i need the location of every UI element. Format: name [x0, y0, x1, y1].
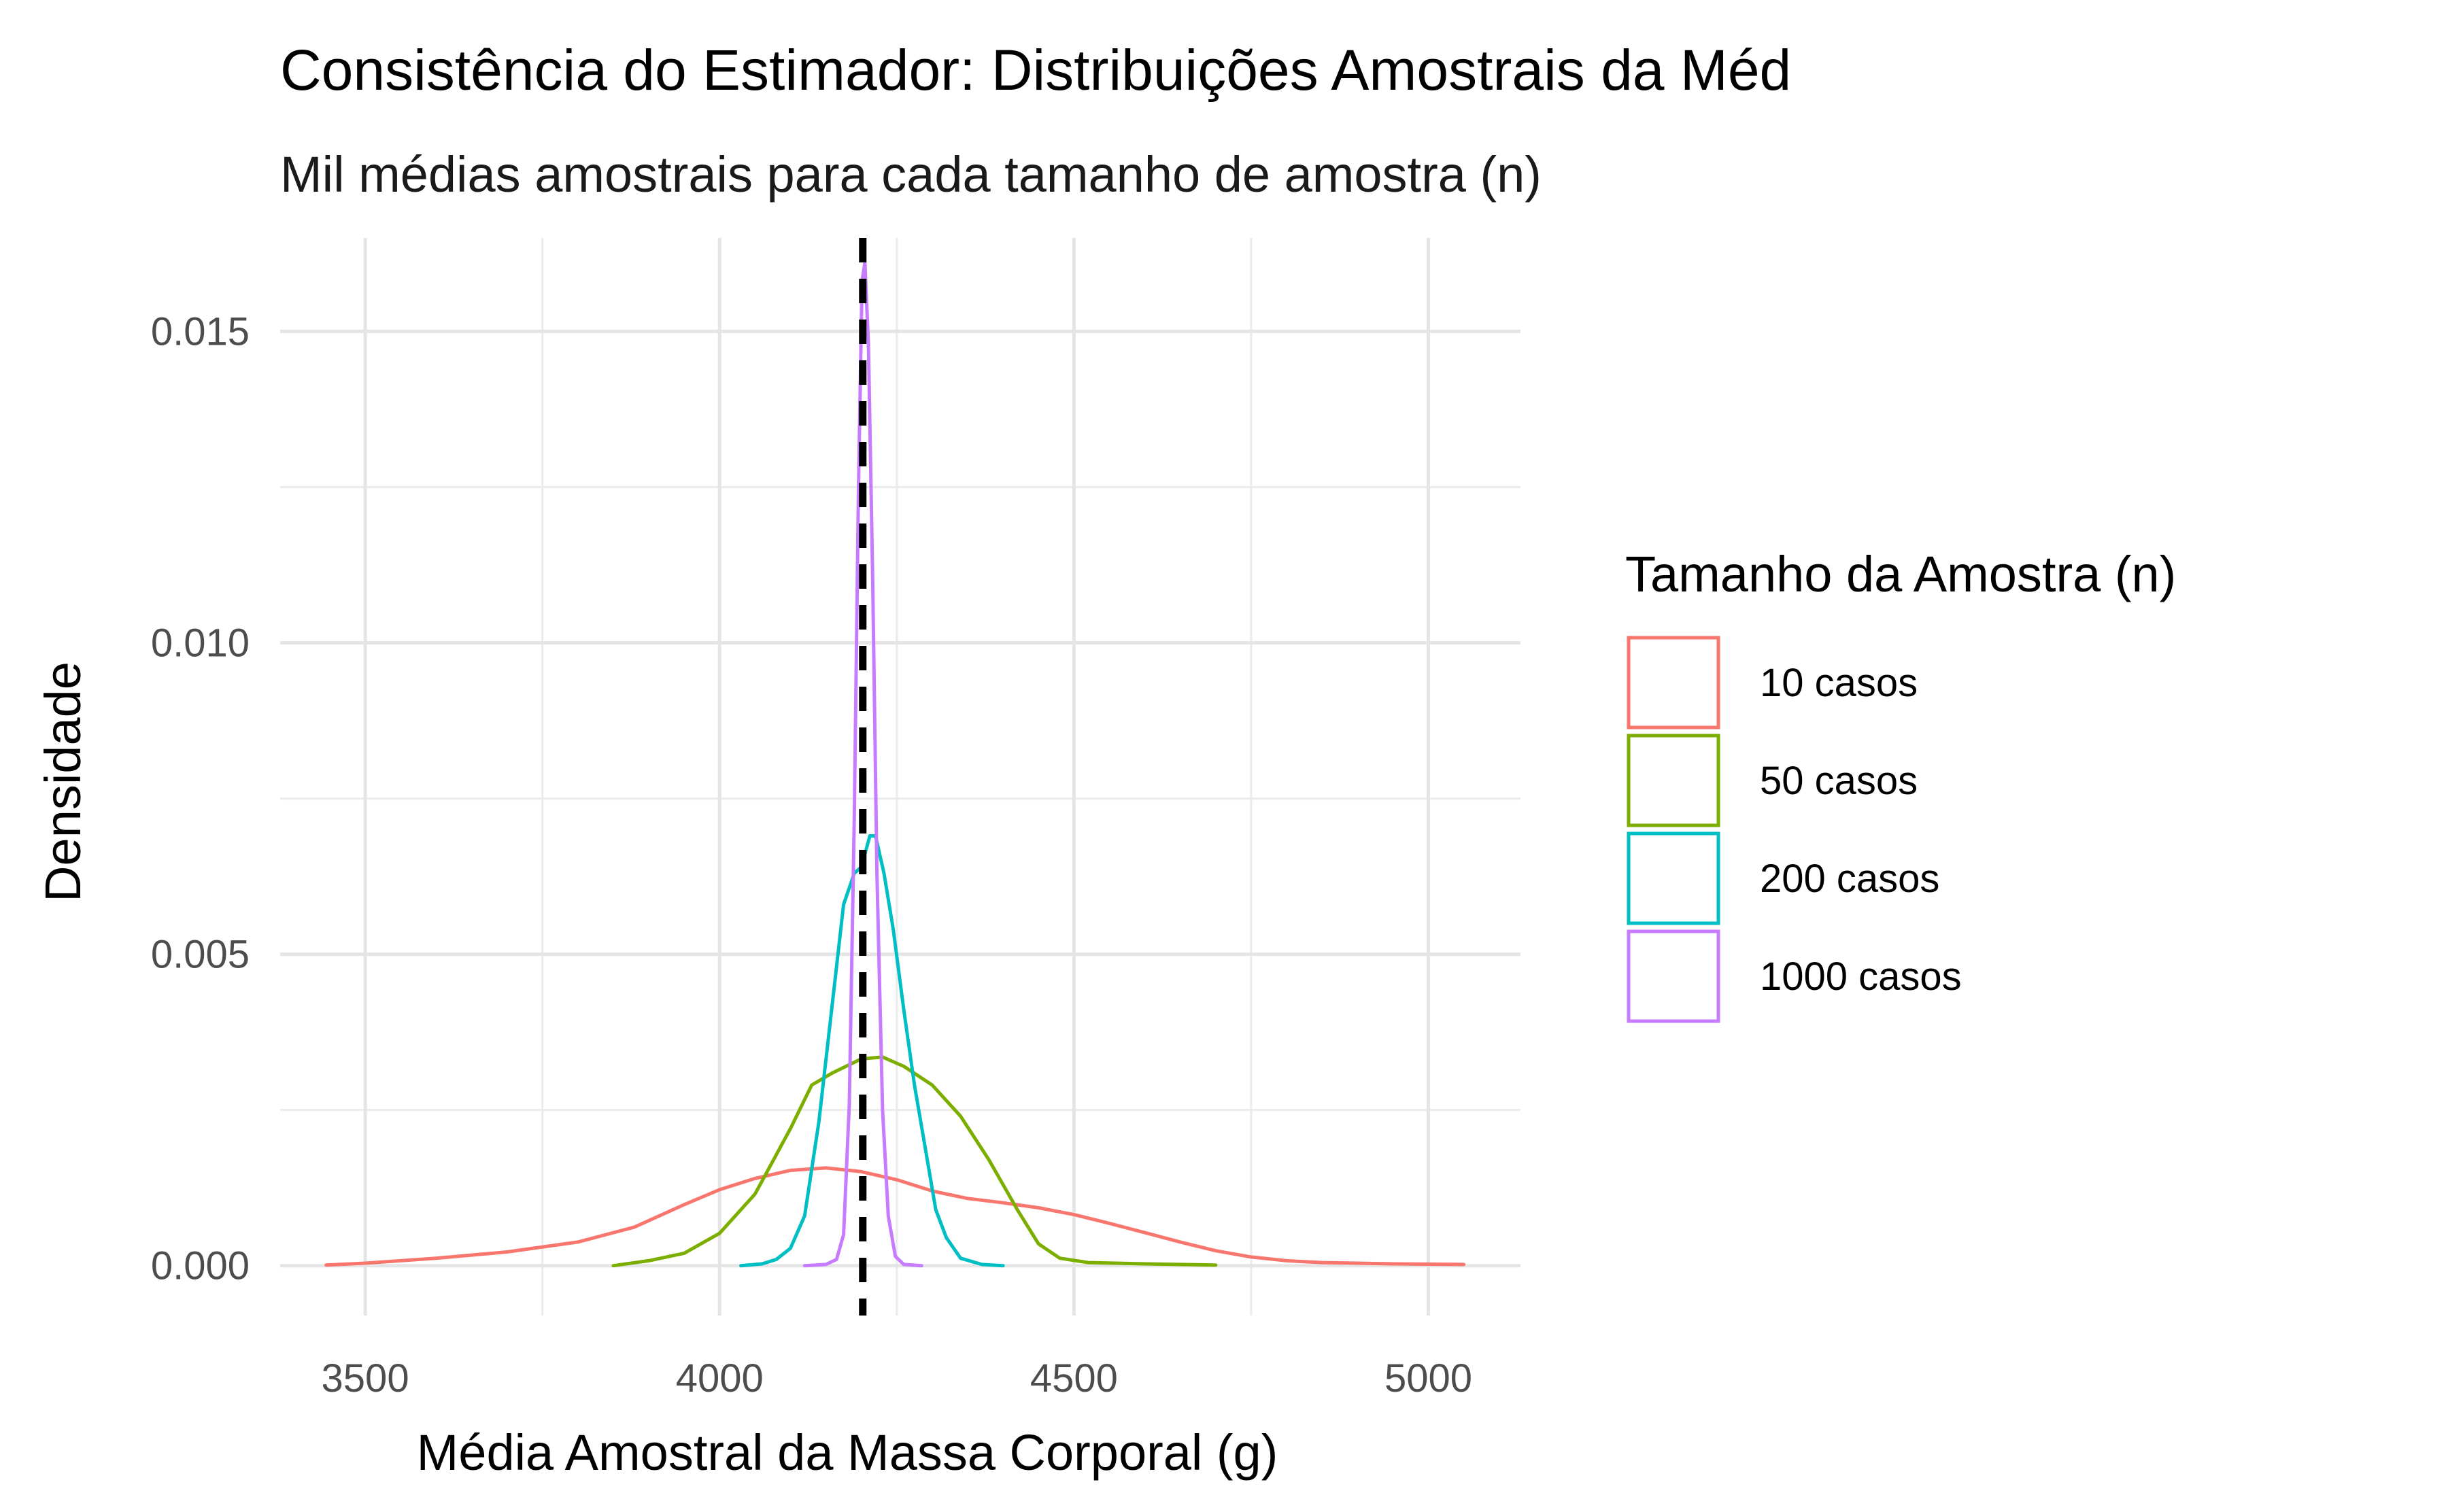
y-tick-label: 0.005: [151, 933, 250, 977]
y-tick-label: 0.010: [151, 621, 250, 666]
legend-label: 10 casos: [1760, 661, 1918, 705]
x-tick-label: 5000: [1384, 1356, 1472, 1401]
legend-label: 50 casos: [1760, 759, 1918, 803]
y-tick-label: 0.000: [151, 1244, 250, 1288]
legend-item: 50 casos: [1627, 734, 1918, 827]
legend-label: 1000 casos: [1760, 955, 1962, 999]
legend-item: 10 casos: [1627, 636, 1918, 729]
minor-gridlines: [280, 238, 1520, 1316]
density-curve-10-casos: [324, 1166, 1466, 1267]
legend-item: 1000 casos: [1627, 929, 1962, 1023]
y-tick-label: 0.015: [151, 309, 250, 354]
y-axis-title: Densidade: [35, 662, 91, 902]
x-tick-label: 4000: [676, 1356, 764, 1401]
density-curve-50-casos: [611, 1055, 1218, 1268]
major-gridlines: [280, 238, 1520, 1316]
legend-items: 10 casos 50 casos 200 casos 1000 casos: [1627, 636, 1962, 1023]
x-axis-title: Média Amostral da Massa Corporal (g): [417, 1424, 1278, 1481]
x-tick-label: 4500: [1030, 1356, 1118, 1401]
x-axis-ticks: 3500 4000 4500 5000: [322, 1356, 1472, 1401]
density-curves: [324, 261, 1466, 1268]
y-axis-ticks: 0.000 0.005 0.010 0.015: [151, 309, 250, 1288]
legend-item: 200 casos: [1627, 831, 1939, 925]
chart-subtitle: Mil médias amostrais para cada tamanho d…: [280, 146, 1542, 203]
x-tick-label: 3500: [322, 1356, 409, 1401]
density-curve-200-casos: [739, 834, 1005, 1268]
legend-key: [1627, 734, 1720, 827]
legend: Tamanho da Amostra (n) 10 casos 50 casos 2…: [1625, 546, 2176, 1023]
legend-key: [1627, 636, 1720, 729]
legend-label: 200 casos: [1760, 857, 1939, 901]
chart-title: Consistência do Estimador: Distribuições…: [280, 38, 1791, 102]
density-curve-1000-casos: [802, 261, 923, 1268]
legend-key: [1627, 929, 1720, 1023]
legend-key: [1627, 831, 1720, 925]
legend-title: Tamanho da Amostra (n): [1625, 546, 2176, 602]
